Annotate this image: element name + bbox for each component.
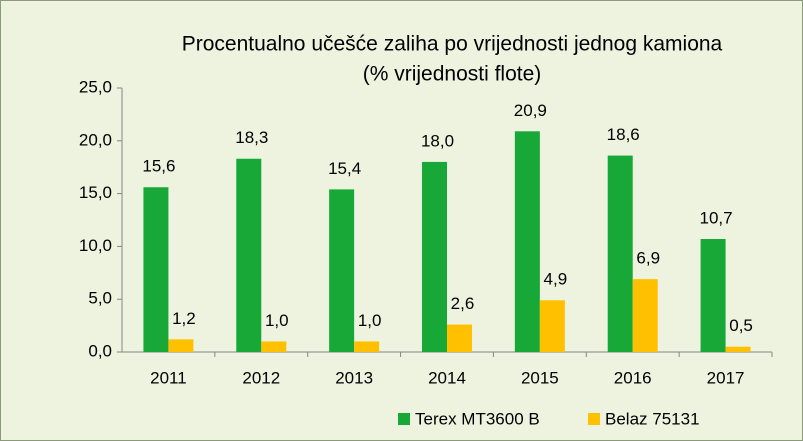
x-tick-label: 2011 bbox=[150, 368, 187, 387]
bar bbox=[261, 341, 287, 352]
bar bbox=[447, 324, 472, 352]
data-label: 15,6 bbox=[142, 157, 175, 176]
data-label: 1,2 bbox=[172, 309, 196, 328]
data-label: 18,3 bbox=[235, 128, 268, 147]
data-label: 0,5 bbox=[729, 316, 753, 335]
data-label: 2,6 bbox=[451, 294, 475, 313]
data-label: 6,9 bbox=[636, 249, 660, 268]
data-label: 15,4 bbox=[328, 159, 361, 178]
legend-label: Belaz 75131 bbox=[605, 409, 700, 428]
data-label: 4,9 bbox=[544, 270, 568, 289]
bar bbox=[607, 155, 633, 352]
bar bbox=[236, 158, 262, 352]
bar bbox=[514, 131, 540, 352]
data-label: 1,0 bbox=[265, 311, 289, 330]
x-tick-label: 2016 bbox=[614, 368, 652, 387]
y-tick-label: 10,0 bbox=[79, 236, 112, 255]
bar bbox=[143, 187, 169, 352]
y-tick-label: 25,0 bbox=[79, 77, 112, 96]
data-label: 1,0 bbox=[358, 311, 382, 330]
data-label: 10,7 bbox=[700, 208, 733, 227]
legend-swatch bbox=[398, 413, 410, 425]
y-tick-label: 15,0 bbox=[79, 183, 112, 202]
chart-title: Procentualno učešće zaliha po vrijednost… bbox=[182, 33, 723, 56]
legend-label: Terex MT3600 B bbox=[415, 409, 540, 428]
x-tick-label: 2012 bbox=[242, 368, 280, 387]
data-label: 18,0 bbox=[421, 131, 454, 150]
bar bbox=[632, 279, 658, 352]
y-tick-label: 5,0 bbox=[88, 289, 112, 308]
x-tick-label: 2014 bbox=[428, 368, 466, 387]
bar bbox=[422, 161, 447, 352]
data-label: 20,9 bbox=[514, 101, 547, 120]
bar bbox=[168, 339, 194, 352]
bar bbox=[354, 341, 380, 352]
chart-subtitle: (% vrijednosti flote) bbox=[363, 63, 542, 86]
bar bbox=[539, 300, 565, 352]
x-tick-label: 2015 bbox=[521, 368, 559, 387]
bar bbox=[725, 346, 751, 352]
data-label: 18,6 bbox=[607, 125, 640, 144]
y-tick-label: 20,0 bbox=[79, 130, 112, 149]
y-tick-label: 0,0 bbox=[88, 341, 112, 360]
bar bbox=[700, 239, 726, 352]
legend-swatch bbox=[588, 413, 600, 425]
bar bbox=[329, 189, 355, 352]
x-tick-label: 2013 bbox=[335, 368, 373, 387]
x-tick-label: 2017 bbox=[707, 368, 745, 387]
